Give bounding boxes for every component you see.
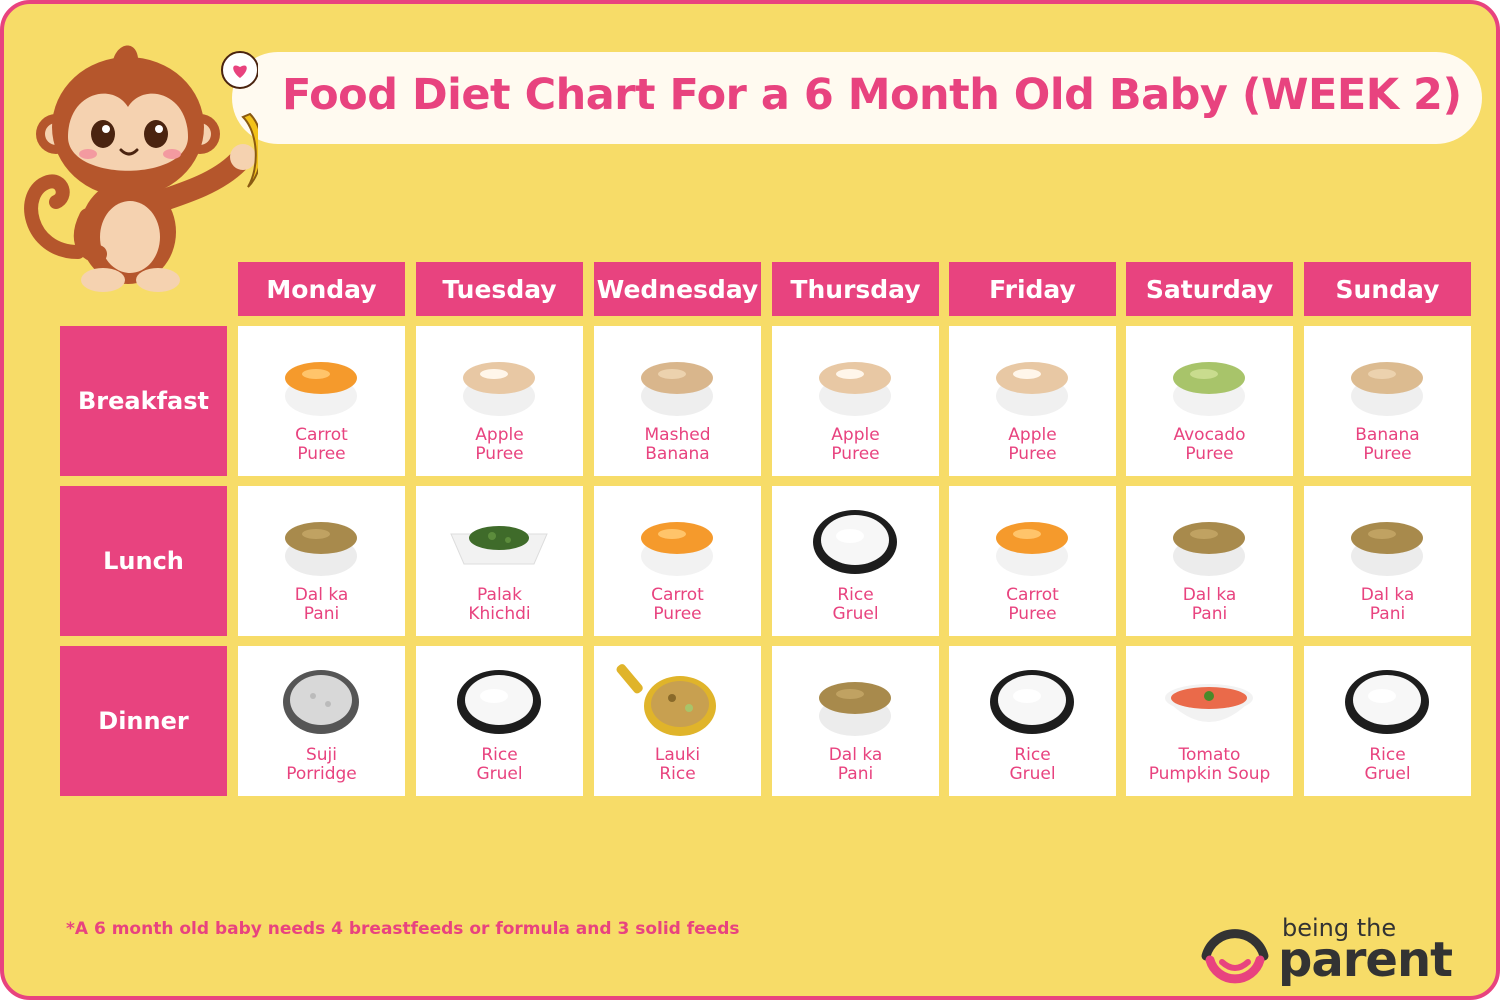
food-name: Dal ka Pani — [1360, 585, 1415, 624]
food-cell-dinner-tuesday: Rice Gruel — [416, 646, 583, 796]
dal-bowl-icon — [285, 522, 357, 576]
food-cell-lunch-sunday: Dal ka Pani — [1304, 486, 1471, 636]
suji-porridge-bowl-icon — [283, 670, 359, 734]
banana-mash-bowl-icon — [641, 362, 713, 416]
food-cell-lunch-friday: Carrot Puree — [949, 486, 1116, 636]
food-name: Dal ka Pani — [294, 585, 349, 624]
food-name: Banana Puree — [1355, 425, 1420, 464]
apple-puree-bowl-icon — [996, 362, 1068, 416]
smile-logo-icon — [1201, 929, 1269, 984]
food-name: Tomato Pumpkin Soup — [1148, 745, 1271, 784]
rice-gruel-bowl-icon — [813, 510, 897, 574]
day-header-thursday: Thursday — [772, 262, 939, 316]
food-name: Carrot Puree — [1006, 585, 1059, 624]
rice-gruel-bowl-icon — [990, 670, 1074, 734]
food-cell-lunch-thursday: Rice Gruel — [772, 486, 939, 636]
apple-puree-bowl-icon — [819, 362, 891, 416]
food-cell-breakfast-monday: Carrot Puree — [238, 326, 405, 476]
brand-line1: being the — [1282, 914, 1397, 942]
food-cell-dinner-friday: Rice Gruel — [949, 646, 1116, 796]
tomato-soup-bowl-icon — [1165, 684, 1253, 722]
footnote: *A 6 month old baby needs 4 breastfeeds … — [66, 919, 740, 939]
food-cell-lunch-wednesday: Carrot Puree — [594, 486, 761, 636]
food-cell-dinner-thursday: Dal ka Pani — [772, 646, 939, 796]
food-name: Apple Puree — [831, 425, 880, 464]
food-name: Rice Gruel — [1009, 745, 1056, 784]
food-name: Carrot Puree — [295, 425, 348, 464]
day-header-monday: Monday — [238, 262, 405, 316]
rice-gruel-bowl-icon — [457, 670, 541, 734]
food-cell-breakfast-thursday: Apple Puree — [772, 326, 939, 476]
food-cell-dinner-monday: Suji Porridge — [238, 646, 405, 796]
lauki-rice-pan-icon — [616, 664, 716, 736]
banana-puree-bowl-icon — [1351, 362, 1423, 416]
food-name: Rice Gruel — [832, 585, 879, 624]
food-name: Avocado Puree — [1173, 425, 1246, 464]
food-cell-lunch-saturday: Dal ka Pani — [1126, 486, 1293, 636]
food-name: Lauki Rice — [654, 745, 701, 784]
day-header-sunday: Sunday — [1304, 262, 1471, 316]
food-cell-breakfast-wednesday: Mashed Banana — [594, 326, 761, 476]
page-title: Food Diet Chart For a 6 Month Old Baby (… — [282, 70, 1462, 120]
rice-gruel-bowl-icon — [1345, 670, 1429, 734]
food-name: Carrot Puree — [651, 585, 704, 624]
meal-header-breakfast: Breakfast — [60, 326, 227, 476]
food-name: Palak Khichdi — [468, 585, 531, 624]
food-cell-breakfast-tuesday: Apple Puree — [416, 326, 583, 476]
food-name: Suji Porridge — [286, 745, 357, 784]
food-cell-breakfast-friday: Apple Puree — [949, 326, 1116, 476]
food-name: Rice Gruel — [476, 745, 523, 784]
brand-line2: parent — [1278, 932, 1453, 988]
apple-puree-bowl-icon — [463, 362, 535, 416]
orange-puree-bowl-icon — [285, 362, 357, 416]
dal-bowl-icon — [1173, 522, 1245, 576]
food-name: Apple Puree — [475, 425, 524, 464]
orange-puree-bowl-icon — [641, 522, 713, 576]
food-cell-breakfast-sunday: Banana Puree — [1304, 326, 1471, 476]
meal-header-lunch: Lunch — [60, 486, 227, 636]
avocado-puree-bowl-icon — [1173, 362, 1245, 416]
food-name: Mashed Banana — [644, 425, 711, 464]
orange-puree-bowl-icon — [996, 522, 1068, 576]
food-cell-breakfast-saturday: Avocado Puree — [1126, 326, 1293, 476]
food-cell-dinner-wednesday: Lauki Rice — [594, 646, 761, 796]
food-cell-lunch-monday: Dal ka Pani — [238, 486, 405, 636]
day-header-friday: Friday — [949, 262, 1116, 316]
day-header-wednesday: Wednesday — [594, 262, 761, 316]
day-header-saturday: Saturday — [1126, 262, 1293, 316]
food-cell-dinner-saturday: Tomato Pumpkin Soup — [1126, 646, 1293, 796]
food-name: Rice Gruel — [1364, 745, 1411, 784]
palak-khichdi-bowl-icon — [450, 526, 548, 565]
dal-bowl-icon — [1351, 522, 1423, 576]
brand-logo: being the parent — [1196, 912, 1476, 992]
food-name: Dal ka Pani — [828, 745, 883, 784]
day-header-tuesday: Tuesday — [416, 262, 583, 316]
meal-header-dinner: Dinner — [60, 646, 227, 796]
food-name: Dal ka Pani — [1182, 585, 1237, 624]
title-pill — [232, 52, 1482, 144]
food-cell-lunch-tuesday: Palak Khichdi — [416, 486, 583, 636]
monkey-mascot-icon — [24, 45, 258, 292]
food-name: Apple Puree — [1008, 425, 1057, 464]
dal-bowl-icon — [819, 682, 891, 736]
food-cell-dinner-sunday: Rice Gruel — [1304, 646, 1471, 796]
